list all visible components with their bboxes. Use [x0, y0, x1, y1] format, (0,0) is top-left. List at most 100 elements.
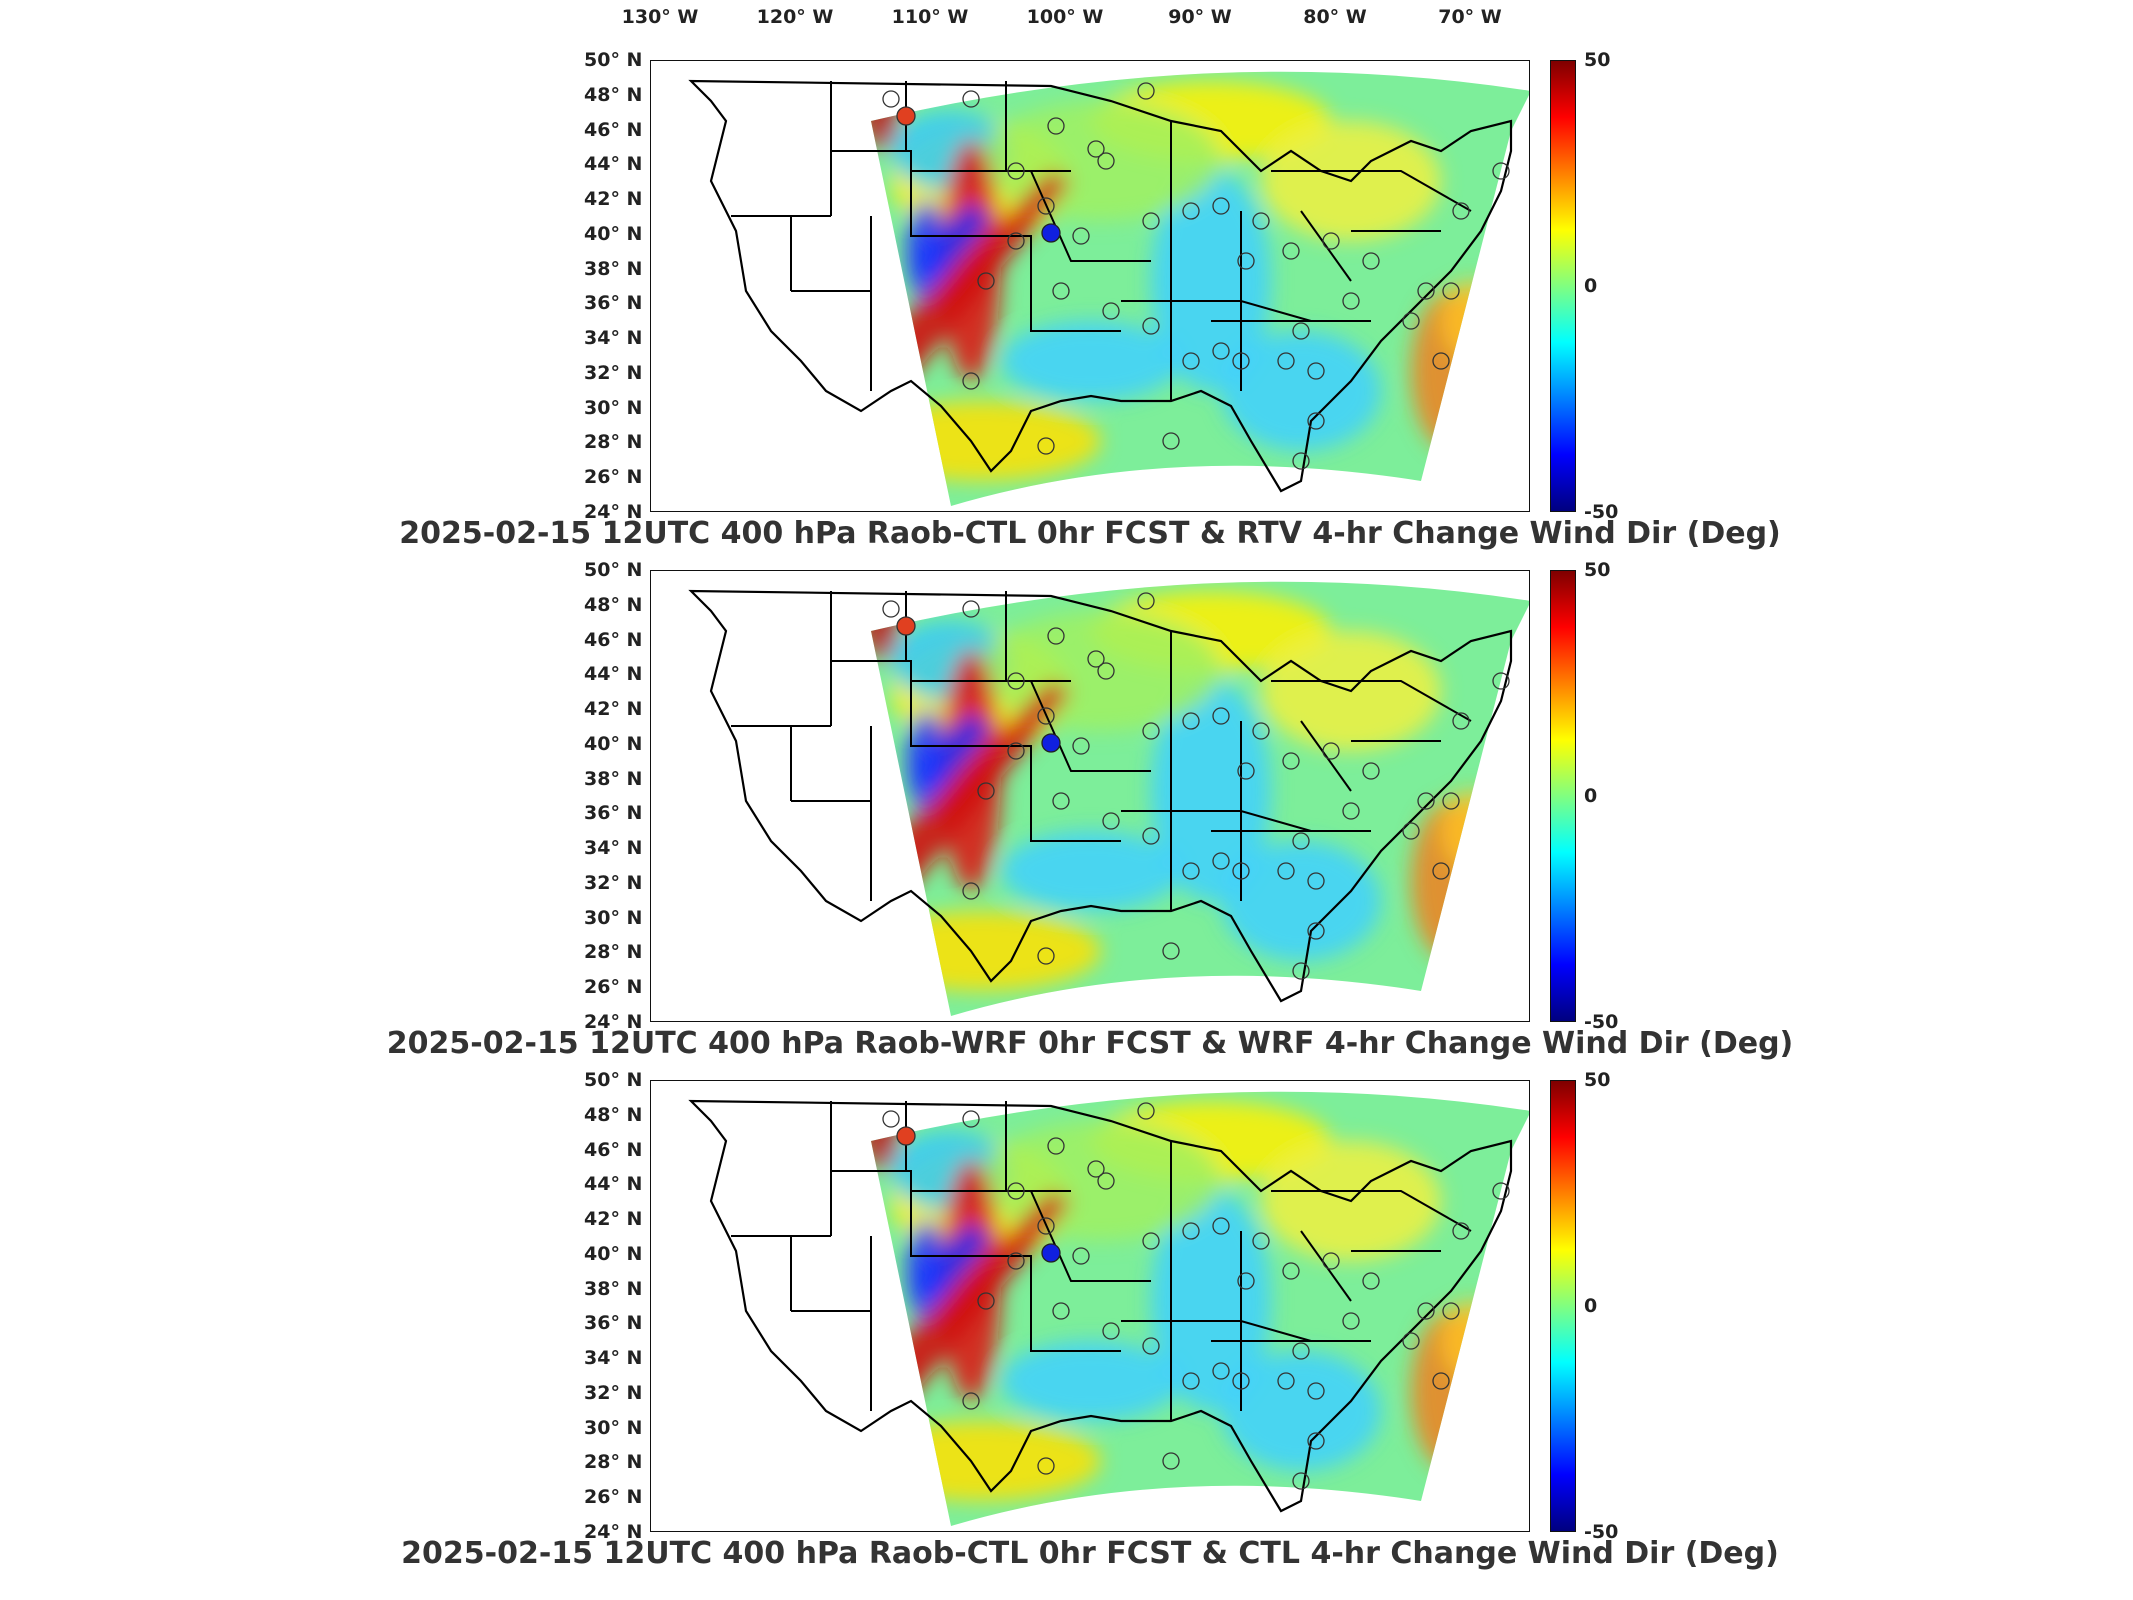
lat-label: 30° N — [584, 1416, 643, 1439]
map-panel-3 — [650, 1080, 1530, 1532]
us-coastline — [688, 589, 1513, 1003]
lat-label: 50° N — [584, 559, 643, 581]
lat-label: 32° N — [584, 361, 643, 384]
raob-station-marker — [1097, 662, 1115, 680]
raob-station-marker — [1212, 197, 1230, 215]
lat-label: 26° N — [584, 466, 643, 489]
lat-label: 36° N — [584, 1312, 643, 1335]
raob-station-marker — [962, 1392, 980, 1410]
raob-station-marker — [1102, 302, 1120, 320]
colorbar-tick-max: 50 — [1584, 49, 1611, 71]
raob-station-filled-blue — [1041, 1243, 1061, 1263]
raob-station-marker — [1162, 942, 1180, 960]
lat-label: 46° N — [584, 1138, 643, 1161]
raob-station-marker — [1442, 282, 1460, 300]
lat-label: 40° N — [584, 732, 643, 755]
raob-station-marker — [1252, 1232, 1270, 1250]
raob-station-marker — [1432, 1372, 1450, 1390]
lon-label: 90° W — [1168, 6, 1232, 28]
lat-label: 40° N — [584, 1242, 643, 1265]
lon-label: 100° W — [1026, 6, 1104, 28]
raob-station-marker — [1232, 862, 1250, 880]
raob-station-marker — [1402, 822, 1420, 840]
raob-station-marker — [1007, 1182, 1025, 1200]
raob-station-marker — [1277, 862, 1295, 880]
lon-label: 80° W — [1303, 6, 1367, 28]
raob-station-marker — [1037, 197, 1055, 215]
lat-label: 42° N — [584, 188, 643, 211]
wind-direction-change-map — [688, 581, 1529, 1017]
raob-station-marker — [1307, 1382, 1325, 1400]
raob-station-marker — [1182, 1222, 1200, 1240]
lon-label: 120° W — [756, 6, 834, 28]
raob-station-marker — [1182, 202, 1200, 220]
lat-label: 50° N — [584, 1069, 643, 1091]
raob-station-marker — [1047, 1137, 1065, 1155]
wind-direction-change-map — [688, 71, 1529, 507]
raob-station-marker — [1162, 432, 1180, 450]
raob-station-marker — [1417, 282, 1435, 300]
raob-station-marker — [1432, 862, 1450, 880]
raob-station-marker — [1142, 827, 1160, 845]
state-boundary — [1030, 170, 1151, 262]
lat-label: 30° N — [584, 906, 643, 929]
us-coastline — [688, 79, 1513, 493]
raob-station-marker — [882, 600, 900, 618]
raob-station-marker — [1342, 292, 1360, 310]
raob-station-marker — [1307, 1432, 1325, 1450]
raob-station-marker — [962, 1110, 980, 1128]
colorbar-tick-mid: 0 — [1584, 275, 1598, 297]
raob-station-marker — [1232, 352, 1250, 370]
lat-label: 44° N — [584, 1173, 643, 1196]
raob-station-marker — [1362, 1272, 1380, 1290]
raob-station-marker — [882, 90, 900, 108]
raob-station-marker — [962, 90, 980, 108]
state-boundary — [1300, 1230, 1352, 1302]
lat-label: 42° N — [584, 698, 643, 721]
colorbar — [1550, 1080, 1576, 1532]
lat-label: 48° N — [584, 1103, 643, 1126]
raob-station-marker — [1232, 1372, 1250, 1390]
colorbar-tick-mid: 0 — [1584, 1295, 1598, 1317]
raob-station-marker — [1362, 252, 1380, 270]
lat-label: 34° N — [584, 837, 643, 860]
raob-station-marker — [1492, 162, 1510, 180]
raob-station-marker — [1097, 1172, 1115, 1190]
raob-station-marker — [1452, 1222, 1470, 1240]
lat-label: 32° N — [584, 871, 643, 894]
raob-station-marker — [1292, 322, 1310, 340]
wind-direction-change-map — [688, 1091, 1529, 1527]
raob-station-filled-red — [896, 106, 916, 126]
raob-station-marker — [1087, 140, 1105, 158]
raob-station-marker — [1142, 317, 1160, 335]
raob-station-marker — [1282, 752, 1300, 770]
lat-label: 28° N — [584, 941, 643, 964]
lat-label: 36° N — [584, 292, 643, 315]
raob-station-marker — [1072, 737, 1090, 755]
raob-station-marker — [1007, 672, 1025, 690]
panel-title: 2025-02-15 12UTC 400 hPa Raob-WRF 0hr FC… — [386, 1026, 1794, 1061]
state-boundary — [1271, 680, 1472, 722]
lat-label: 48° N — [584, 593, 643, 616]
colorbar — [1550, 60, 1576, 512]
colorbar-tick-min: -50 — [1584, 1521, 1619, 1543]
colorbar-tick-min: -50 — [1584, 501, 1619, 523]
raob-station-marker — [1212, 1217, 1230, 1235]
lat-label: 24° N — [584, 1521, 643, 1543]
lat-label: 36° N — [584, 802, 643, 825]
raob-station-marker — [1322, 232, 1340, 250]
raob-station-marker — [1102, 1322, 1120, 1340]
state-boundary — [1300, 720, 1352, 792]
raob-station-marker — [1277, 352, 1295, 370]
raob-station-marker — [1007, 742, 1025, 760]
raob-station-marker — [1007, 232, 1025, 250]
raob-station-marker — [1282, 242, 1300, 260]
panel-title: 2025-02-15 12UTC 400 hPa Raob-CTL 0hr FC… — [399, 516, 1781, 551]
state-boundary — [1030, 680, 1151, 772]
colorbar — [1550, 570, 1576, 1022]
state-boundary — [831, 150, 1121, 332]
raob-station-marker — [1292, 1342, 1310, 1360]
raob-station-marker — [1292, 452, 1310, 470]
lat-label: 50° N — [584, 49, 643, 71]
raob-station-marker — [1072, 1247, 1090, 1265]
